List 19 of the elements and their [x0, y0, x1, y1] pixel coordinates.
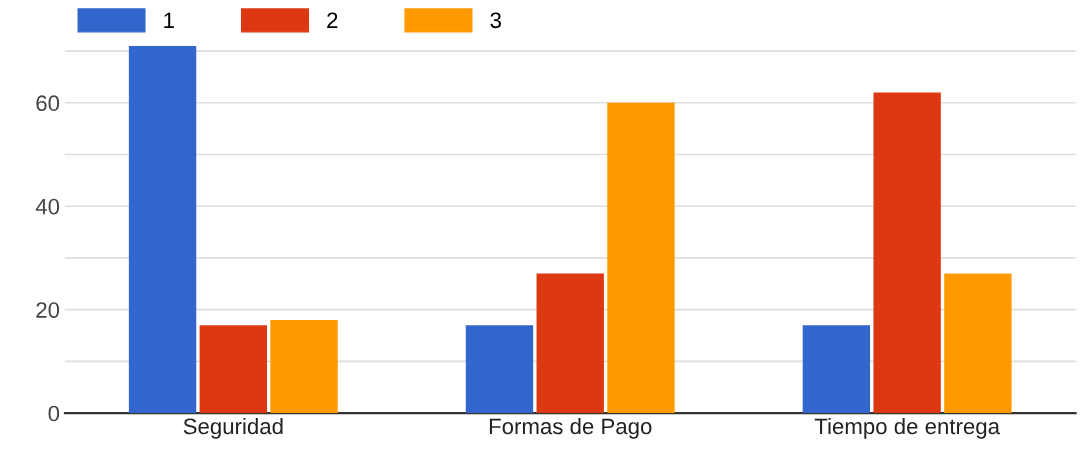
y-tick-label: 60: [36, 95, 60, 112]
y-tick-label: 0: [48, 405, 60, 422]
bar: [873, 92, 941, 414]
legend-label: 3: [490, 12, 501, 29]
bar: [607, 102, 675, 414]
bar: [802, 325, 871, 414]
y-tick-label: 40: [35, 198, 60, 215]
bar: [199, 325, 268, 414]
bar: [270, 320, 338, 414]
bar: [465, 325, 534, 414]
legend-label: 2: [327, 12, 338, 28]
bar: [944, 273, 1012, 414]
bar: [128, 45, 197, 414]
bar: [536, 273, 604, 414]
x-tick-label: Formas de Pago: [489, 417, 652, 439]
legend-label: 1: [164, 12, 174, 28]
y-tick-label: 20: [36, 302, 60, 318]
x-tick-label: Seguridad: [183, 417, 283, 439]
x-tick-label: Tiempo de entrega: [814, 417, 1000, 439]
